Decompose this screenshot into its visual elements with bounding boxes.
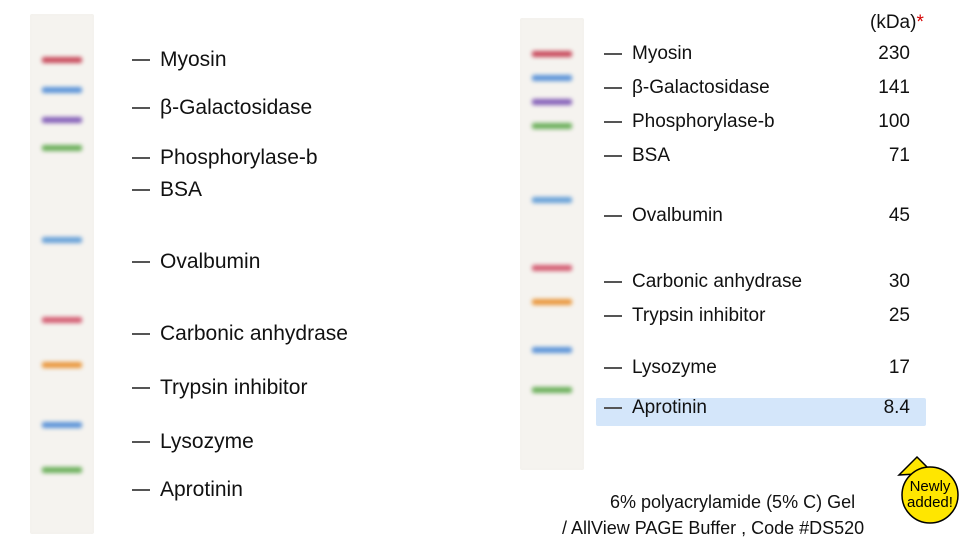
protein-label: Ovalbumin (604, 205, 723, 227)
kda-header: (kDa)* (870, 12, 924, 34)
label-dash (604, 281, 622, 283)
molecular-weight: 141 (878, 77, 910, 99)
gel-band (42, 317, 82, 323)
protein-label: Trypsin inhibitor (132, 376, 307, 400)
gel-band (42, 362, 82, 368)
protein-name: BSA (160, 178, 202, 202)
protein-name: Ovalbumin (160, 250, 260, 274)
gel-band (532, 299, 572, 305)
protein-label: Aprotinin (132, 478, 243, 502)
protein-label: Carbonic anhydrase (604, 271, 802, 293)
gel-band (532, 347, 572, 353)
label-dash (604, 407, 622, 409)
protein-label: Lysozyme (604, 357, 717, 379)
molecular-weight: 45 (889, 205, 910, 227)
molecular-weight: 230 (878, 43, 910, 65)
caption-line-2: / AllView PAGE Buffer , Code #DS520 (562, 518, 864, 539)
protein-label: Phosphorylase-b (132, 146, 318, 170)
protein-name: Myosin (160, 48, 227, 72)
label-dash (604, 215, 622, 217)
protein-label: BSA (604, 145, 670, 167)
label-dash (132, 107, 150, 109)
protein-name: Trypsin inhibitor (160, 376, 307, 400)
label-dash (132, 59, 150, 61)
protein-label: Phosphorylase-b (604, 111, 775, 133)
gel-band (532, 99, 572, 105)
molecular-weight: 17 (889, 357, 910, 379)
protein-name: BSA (632, 145, 670, 167)
protein-name: Trypsin inhibitor (632, 305, 765, 327)
protein-name: Aprotinin (160, 478, 243, 502)
molecular-weight: 71 (889, 145, 910, 167)
gel-band (532, 75, 572, 81)
label-dash (604, 367, 622, 369)
gel-band (532, 197, 572, 203)
protein-name: Carbonic anhydrase (632, 271, 802, 293)
protein-label: β-Galactosidase (604, 77, 770, 99)
protein-name: Lysozyme (160, 430, 254, 454)
gel-band (42, 117, 82, 123)
protein-name: Carbonic anhydrase (160, 322, 348, 346)
gel-band (42, 87, 82, 93)
protein-name: Phosphorylase-b (632, 111, 775, 133)
kda-header-text: (kDa) (870, 12, 916, 33)
label-dash (604, 315, 622, 317)
protein-name: Myosin (632, 43, 692, 65)
protein-label: Trypsin inhibitor (604, 305, 765, 327)
label-dash (132, 189, 150, 191)
label-dash (132, 387, 150, 389)
label-dash (604, 87, 622, 89)
gel-band (42, 422, 82, 428)
protein-label: Lysozyme (132, 430, 254, 454)
kda-header-star: * (916, 12, 923, 33)
label-dash (132, 157, 150, 159)
protein-label: BSA (132, 178, 202, 202)
label-dash (604, 121, 622, 123)
callout-tail (899, 457, 933, 475)
gel-band (532, 123, 572, 129)
protein-name: Ovalbumin (632, 205, 723, 227)
protein-label: Carbonic anhydrase (132, 322, 348, 346)
protein-label: Ovalbumin (132, 250, 260, 274)
protein-name: Lysozyme (632, 357, 717, 379)
newly-added-callout: Newly added! (895, 455, 965, 525)
protein-name: β-Galactosidase (160, 96, 312, 120)
protein-name: Aprotinin (632, 397, 707, 419)
gel-band (532, 51, 572, 57)
gel-band (42, 237, 82, 243)
protein-label: Myosin (132, 48, 227, 72)
label-dash (604, 53, 622, 55)
protein-label: Myosin (604, 43, 692, 65)
label-dash (132, 261, 150, 263)
label-dash (604, 155, 622, 157)
label-dash (132, 333, 150, 335)
gel-band (532, 265, 572, 271)
molecular-weight: 30 (889, 271, 910, 293)
protein-label: Aprotinin (604, 397, 707, 419)
molecular-weight: 100 (878, 111, 910, 133)
gel-lane-right (520, 18, 584, 470)
protein-name: Phosphorylase-b (160, 146, 318, 170)
label-dash (132, 489, 150, 491)
callout-body (902, 467, 958, 523)
protein-name: β-Galactosidase (632, 77, 770, 99)
callout-text-1: Newly (910, 478, 951, 495)
gel-band (42, 57, 82, 63)
gel-band (42, 467, 82, 473)
label-dash (132, 441, 150, 443)
canvas: (kDa)* 6% polyacrylamide (5% C) Gel / Al… (0, 0, 980, 560)
molecular-weight: 8.4 (884, 397, 910, 419)
gel-lane-left (30, 14, 94, 534)
callout-text-2: added! (907, 494, 953, 511)
molecular-weight: 25 (889, 305, 910, 327)
gel-band (42, 145, 82, 151)
protein-label: β-Galactosidase (132, 96, 312, 120)
gel-band (532, 387, 572, 393)
caption-line-1: 6% polyacrylamide (5% C) Gel (610, 492, 855, 513)
